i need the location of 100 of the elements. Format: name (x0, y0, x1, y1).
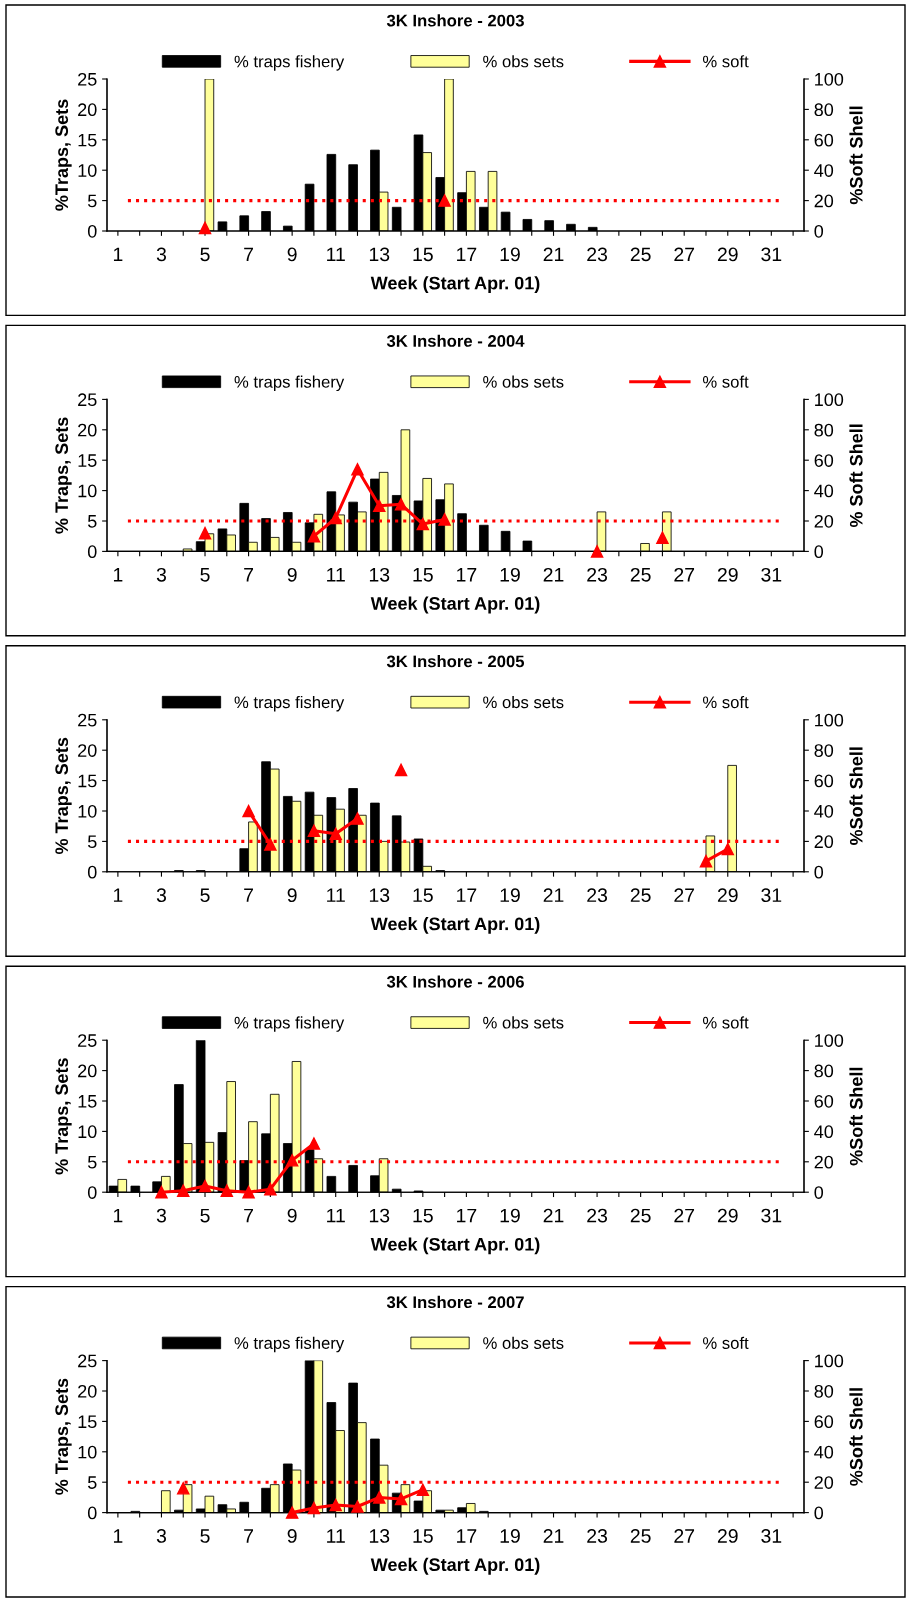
x-axis-title: Week (Start Apr. 01) (370, 1557, 540, 1575)
y2-tick-label: 40 (814, 804, 834, 818)
legend-label: % soft (702, 695, 749, 709)
x-tick-label: 23 (587, 1529, 608, 1543)
x-tick-label: 27 (674, 567, 695, 582)
x-tick-label: 21 (543, 1529, 564, 1543)
y-tick-label: 10 (78, 164, 97, 177)
point (329, 511, 342, 525)
point (198, 1179, 212, 1193)
x-axis-title: Week (Start Apr. 01) (370, 596, 540, 614)
legend-label: % obs sets (483, 55, 564, 68)
x-tick-label: 23 (587, 888, 608, 903)
x-tick-label: 25 (630, 1529, 651, 1543)
y2-tick-label: 20 (814, 835, 834, 849)
y2-tick-label: 0 (814, 224, 824, 238)
x-tick-label: 15 (413, 1529, 433, 1543)
point (590, 545, 604, 558)
x-tick-label: 7 (244, 568, 254, 582)
chart-title: 3K Inshore - 2006 (386, 975, 524, 988)
x-tick-label: 27 (674, 1208, 695, 1223)
point (351, 812, 364, 825)
x-tick-label: 7 (244, 247, 254, 262)
y2-tick-label: 0 (814, 1506, 824, 1520)
x-tick-label: 13 (369, 888, 390, 903)
x-tick-label: 31 (761, 888, 782, 903)
y2-tick-label: 40 (814, 1125, 834, 1139)
point (721, 842, 735, 856)
y2-axis-title: %Soft Shell (849, 747, 863, 846)
x-tick-label: 29 (717, 567, 738, 582)
y2-tick-label: 80 (814, 1064, 834, 1078)
y-axis-title: %Traps, Sets (55, 99, 72, 211)
y-tick-label: 15 (78, 454, 97, 467)
point (307, 1137, 321, 1150)
y2-tick-label: 100 (815, 1354, 844, 1368)
y2-tick-label: 100 (815, 393, 844, 407)
y2-tick-label: 40 (814, 164, 834, 177)
y-tick-label: 10 (78, 1445, 97, 1459)
y2-tick-label: 40 (814, 1445, 834, 1459)
point (699, 854, 713, 868)
x-tick-label: 31 (761, 1208, 782, 1223)
x-tick-label: 21 (543, 567, 564, 582)
x-tick-label: 11 (327, 247, 345, 262)
x-tick-label: 19 (500, 1208, 520, 1223)
chart-title: 3K Inshore - 2005 (386, 655, 525, 668)
x-tick-label: 9 (287, 247, 297, 262)
x-tick-label: 23 (587, 567, 608, 582)
x-tick-label: 11 (327, 568, 345, 582)
y-tick-label: 25 (78, 713, 97, 727)
point (438, 513, 451, 526)
x-tick-label: 9 (287, 1208, 297, 1223)
x-tick-label: 19 (500, 247, 520, 262)
x-tick-label: 9 (287, 1529, 297, 1543)
x-tick-label: 29 (717, 1529, 738, 1543)
y-axis-title: % Traps, Sets (55, 1378, 72, 1495)
x-tick-label: 9 (287, 888, 297, 903)
y-tick-label: 20 (78, 1384, 97, 1398)
x-tick-label: 21 (543, 1208, 564, 1223)
legend-label: % soft (702, 1336, 749, 1349)
y2-tick-label: 80 (814, 103, 834, 117)
x-tick-label: 25 (630, 567, 651, 582)
y2-tick-label: 100 (815, 1034, 844, 1047)
y2-axis-title: %Soft Shell (849, 1388, 863, 1486)
point (264, 1182, 277, 1196)
legend-label: % obs sets (483, 1016, 564, 1029)
x-tick-label: 17 (457, 568, 477, 582)
x-tick-label: 19 (500, 1529, 520, 1543)
x-tick-label: 1 (113, 888, 123, 902)
x-tick-label: 5 (200, 1529, 210, 1543)
x-tick-label: 21 (543, 247, 564, 262)
x-tick-label: 7 (244, 1208, 254, 1223)
point (307, 529, 321, 543)
y-tick-label: 10 (78, 484, 97, 498)
x-tick-label: 21 (543, 888, 564, 902)
legend-label: % obs sets (483, 375, 564, 388)
point (176, 1482, 190, 1495)
legend-label: % soft (702, 1016, 749, 1029)
point (307, 1501, 321, 1515)
point (394, 763, 408, 777)
y-tick-label: 5 (87, 194, 97, 208)
y-tick-label: 20 (78, 1064, 97, 1078)
x-tick-label: 23 (587, 1208, 608, 1223)
x-tick-label: 13 (369, 247, 390, 262)
chart-title: 3K Inshore - 2003 (386, 14, 524, 27)
y-tick-label: 25 (78, 393, 97, 407)
x-tick-label: 7 (244, 888, 254, 902)
legend-label: % traps fishery (234, 1336, 345, 1353)
x-tick-label: 3 (156, 247, 167, 262)
y-tick-label: 10 (78, 804, 97, 818)
x-tick-label: 11 (327, 888, 345, 902)
y-tick-label: 15 (78, 133, 97, 147)
y-axis-title: % Traps, Sets (55, 737, 72, 855)
x-tick-label: 15 (413, 1208, 433, 1223)
x-tick-label: 19 (500, 888, 520, 903)
y2-tick-label: 0 (814, 865, 824, 879)
x-tick-label: 11 (327, 1208, 345, 1223)
y2-axis-title: %Soft Shell (849, 106, 863, 205)
x-tick-label: 3 (156, 888, 167, 903)
x-tick-label: 9 (287, 567, 297, 582)
y-tick-label: 5 (87, 515, 97, 528)
x-tick-label: 23 (587, 247, 608, 262)
